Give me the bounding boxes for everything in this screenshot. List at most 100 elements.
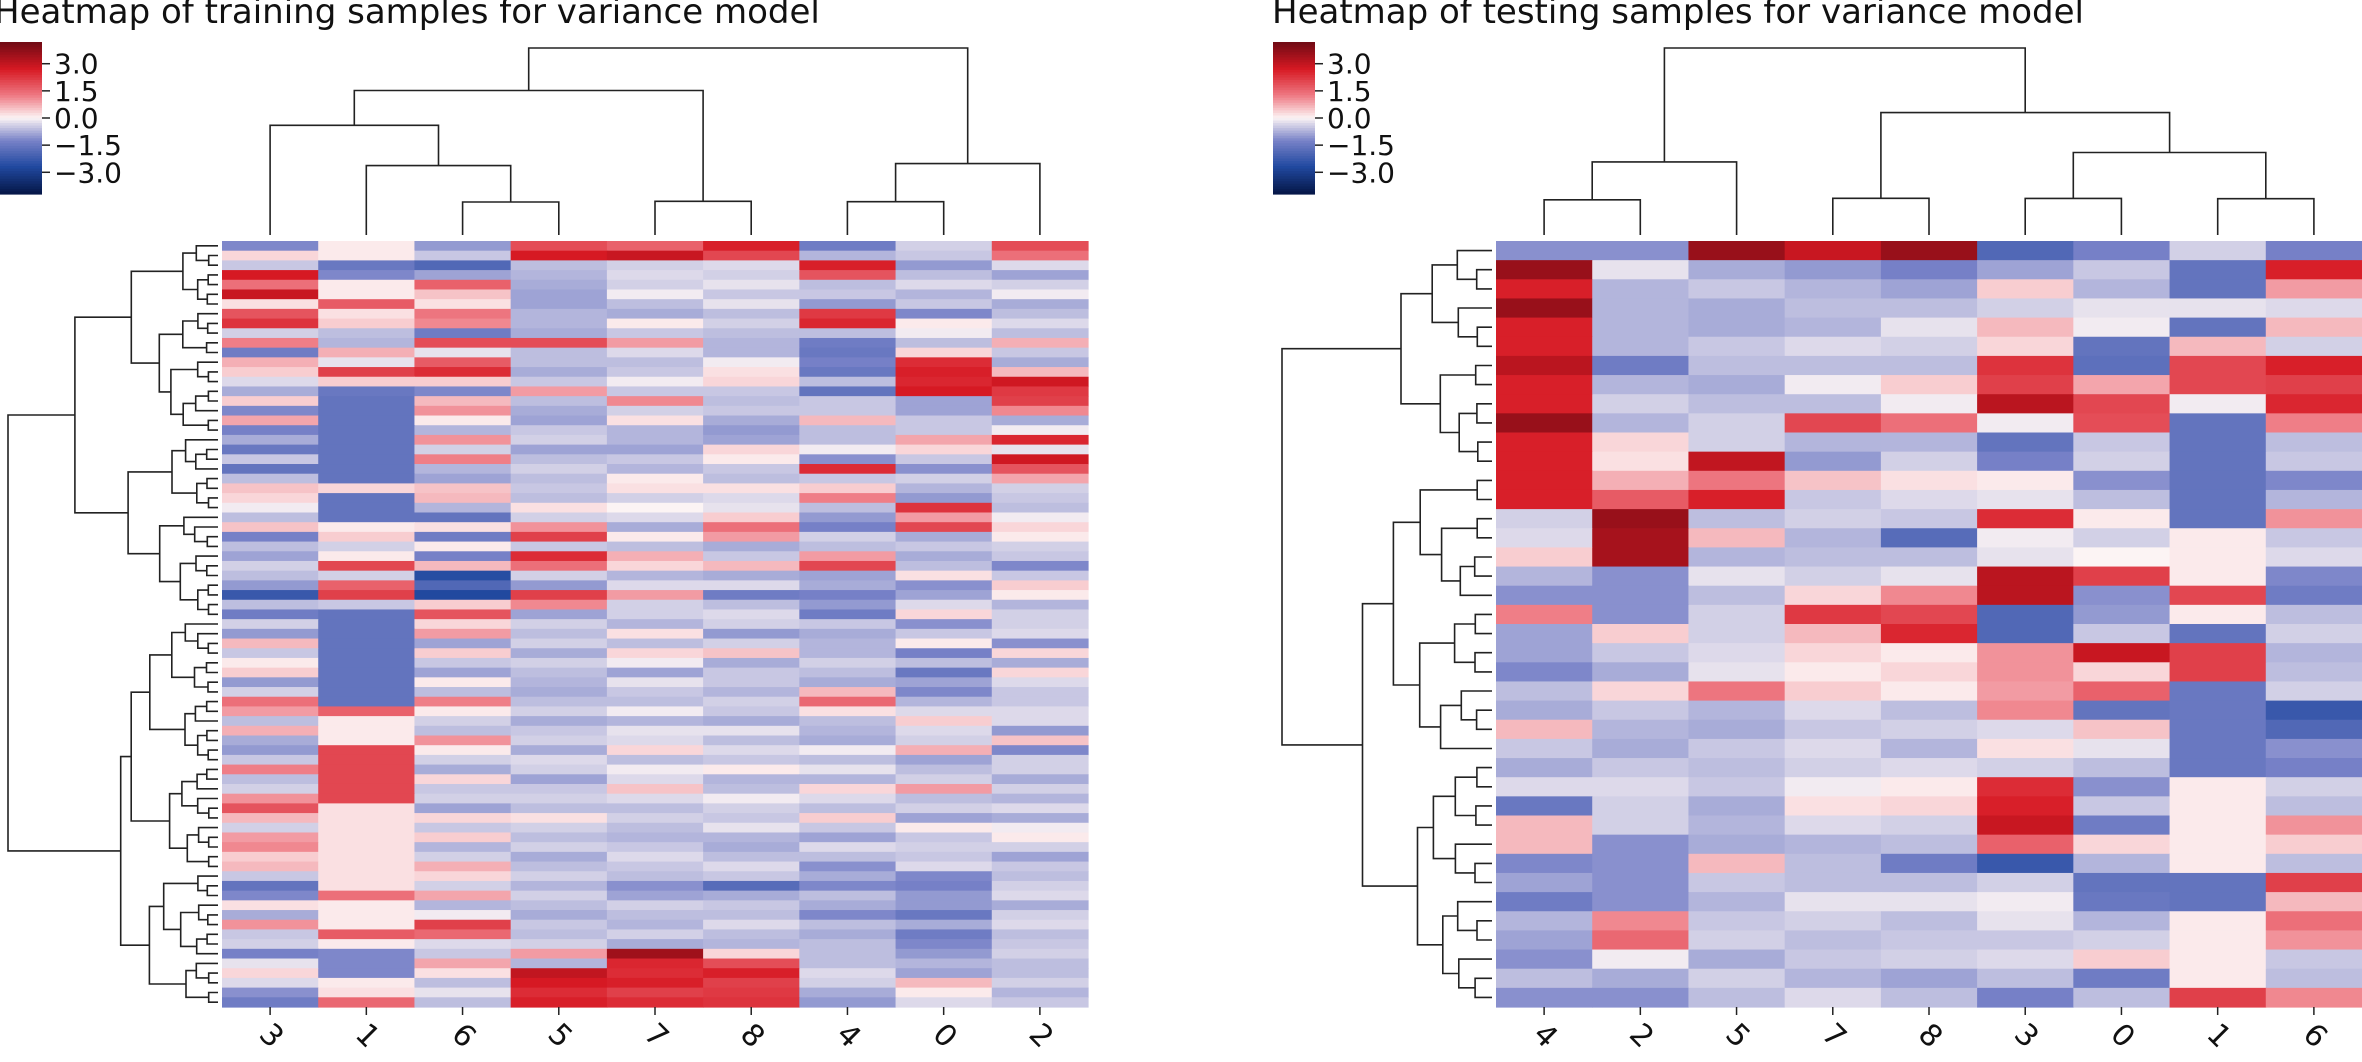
heatmap-cell <box>2265 949 2362 970</box>
heatmap-cell <box>318 270 416 281</box>
heatmap-cell <box>799 551 897 562</box>
heatmap-cell <box>895 813 993 824</box>
heatmap-cell <box>222 628 319 640</box>
heatmap-cell <box>895 551 993 562</box>
heatmap-cell <box>1496 738 1593 759</box>
heatmap-cell <box>2265 585 2362 606</box>
heatmap-cell <box>2169 872 2267 893</box>
heatmap-cell <box>414 997 512 1008</box>
dendrogram-link <box>1475 805 1492 826</box>
heatmap-cell <box>991 813 1089 824</box>
heatmap-cell <box>222 260 319 271</box>
heatmap-cell <box>606 367 704 378</box>
heatmap-cell <box>799 725 897 737</box>
heatmap-cell <box>2265 470 2362 491</box>
heatmap-cell <box>222 318 319 329</box>
heatmap-cell <box>510 541 608 552</box>
heatmap-cell <box>318 745 416 756</box>
heatmap-cell <box>799 473 897 485</box>
heatmap-cell <box>414 328 512 339</box>
heatmap-cell <box>799 376 897 388</box>
heatmap-cell <box>799 667 897 678</box>
heatmap-cell <box>799 570 897 581</box>
heatmap-cell <box>1592 489 1690 510</box>
heatmap-cell <box>222 570 319 581</box>
heatmap-cell <box>991 667 1089 678</box>
heatmap-cell <box>2073 777 2171 797</box>
heatmap-cell <box>222 803 319 814</box>
heatmap-cell <box>414 793 512 804</box>
heatmap-cell <box>1592 432 1690 453</box>
heatmap-cell <box>318 842 416 853</box>
x-tick-label: 6 <box>2296 1017 2334 1055</box>
heatmap-cell <box>991 454 1089 465</box>
heatmap-cell <box>2265 930 2362 951</box>
heatmap-cell <box>318 396 416 407</box>
heatmap-cell <box>222 415 319 426</box>
heatmap-cell <box>510 473 608 485</box>
dendrogram-link <box>1453 623 1476 664</box>
dendrogram-link <box>365 164 512 235</box>
heatmap-cell <box>799 919 897 931</box>
heatmap-cell <box>1496 413 1593 434</box>
heatmap-cell <box>1496 509 1593 529</box>
heatmap-cell <box>222 987 319 998</box>
heatmap-cell <box>895 318 993 329</box>
dendrogram-link <box>196 797 218 814</box>
heatmap-cell <box>222 599 319 611</box>
heatmap-cell <box>1784 872 1882 893</box>
heatmap-cell <box>1496 700 1593 721</box>
colorbar-segment <box>1273 191 1315 195</box>
colorbar-segment <box>0 100 42 104</box>
test-heatmap-panel: 4 2 5 7 8 3 0 1 6 3.01.50.0−1.5−3.0 <box>1273 42 2362 1055</box>
heatmap-cell <box>2169 298 2267 319</box>
heatmap-cell <box>2169 375 2267 395</box>
colorbar-segment <box>1273 145 1315 149</box>
heatmap-cell <box>1784 298 1882 319</box>
heatmap-cell <box>799 813 897 824</box>
dendrogram-link <box>1475 268 1492 290</box>
dendrogram-link <box>1454 843 1492 874</box>
heatmap-cell <box>1592 336 1690 357</box>
heatmap-cell <box>510 871 608 882</box>
heatmap-cell <box>991 609 1089 620</box>
dendrogram-link <box>206 729 218 742</box>
heatmap-cell <box>1977 375 2074 395</box>
heatmap-cell <box>1592 279 1690 300</box>
colorbar-segment <box>0 150 42 155</box>
colorbar-segment <box>0 181 42 185</box>
heatmap-cell <box>991 764 1089 775</box>
dendrogram-link <box>195 962 218 979</box>
heatmap-cell <box>510 279 608 291</box>
heatmap-cell <box>1880 662 1978 683</box>
heatmap-cell <box>318 570 416 581</box>
dendrogram-link <box>1440 527 1478 582</box>
heatmap-cell <box>991 725 1089 737</box>
heatmap-cell <box>703 357 800 368</box>
heatmap-cell <box>2265 279 2362 300</box>
heatmap-cell <box>414 473 512 485</box>
heatmap-cell <box>2073 662 2171 683</box>
heatmap-cell <box>606 560 704 572</box>
heatmap-cell <box>703 512 800 523</box>
heatmap-cell <box>606 241 704 252</box>
heatmap-cell <box>703 745 800 756</box>
heatmap-cell <box>318 405 416 417</box>
heatmap-cell <box>606 851 704 863</box>
colorbar-segment <box>1273 64 1315 68</box>
heatmap-cell <box>606 599 704 611</box>
heatmap-cell <box>703 289 800 300</box>
dendrogram-link <box>1475 709 1492 731</box>
dendrogram-link <box>846 200 945 235</box>
heatmap-cell <box>799 560 897 572</box>
dendrogram-link <box>195 245 218 262</box>
heatmap-cell <box>703 590 800 601</box>
heatmap-cell <box>799 890 897 901</box>
heatmap-cell <box>1688 949 1786 970</box>
heatmap-cell <box>991 842 1089 853</box>
heatmap-cell <box>1784 834 1882 855</box>
heatmap-cell <box>1977 662 2074 683</box>
heatmap-cell <box>703 706 800 717</box>
heatmap-cell <box>2073 528 2171 548</box>
heatmap-cell <box>2169 336 2267 357</box>
